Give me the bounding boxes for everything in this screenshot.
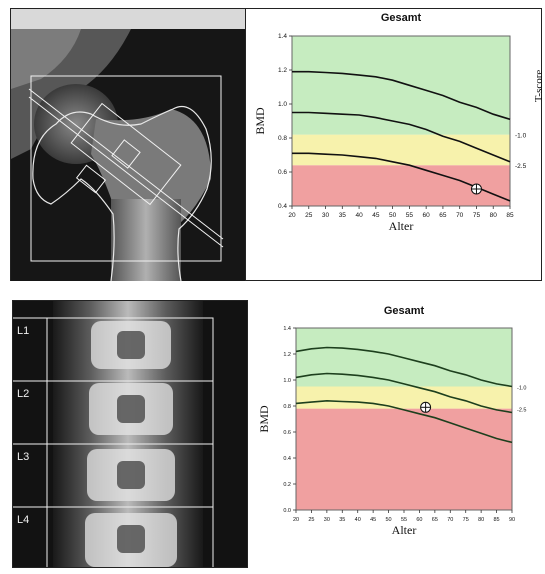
vertebra-label-l3: L3 [17,451,29,463]
x-tick-label: 20 [288,212,296,219]
spine-chart-svg: Gesamt 20 25 30 35 40 45 50 55 60 65 70 75 80 85 90 0.0 0… [257,305,526,537]
reference-curve-1 [292,111,511,163]
spine-scan-graphic: L1 L2 L3 L4 [13,301,247,567]
x-tick-label: 35 [339,517,345,523]
x-tick-label: 55 [406,212,414,219]
x-tick-label: 75 [473,212,481,219]
x-tick-label: 45 [370,517,376,523]
x-tick-label: 80 [490,212,498,219]
y-tick-label: 1.2 [283,352,291,358]
y-tick-label: 1.4 [278,33,287,40]
y-tick-label: 0.8 [278,135,287,142]
hip-chart-svg: Gesamt 20 25 30 35 40 45 50 55 60 65 70 75 80 85 0.4 0.6… [253,12,545,233]
x-tick-label: 90 [509,517,515,523]
y-tick-label: 0.6 [278,169,287,176]
chart-title: Gesamt [381,12,422,24]
x-tick-label: 60 [423,212,431,219]
hip-divider [245,9,246,281]
y-tick-label: 1.2 [278,67,287,74]
y-tick-label: 0.4 [278,203,287,210]
y-tick-label: 1.0 [278,101,287,108]
y-tick-label: 1.4 [283,326,291,332]
t-score-label: -2.5 [517,408,526,414]
reference-curve-1 [295,372,513,414]
hip-scan-graphic [11,29,245,281]
t-score-label: -2.5 [515,163,527,170]
reference-curve-0 [295,346,513,388]
x-tick-label: 20 [293,517,299,523]
x-tick-label: 40 [355,212,363,219]
x-tick-label: 40 [355,517,361,523]
x-tick-label: 50 [389,212,397,219]
reference-curve-2 [295,399,513,444]
x-tick-label: 30 [322,212,330,219]
risk-band-1 [296,386,512,409]
hip-report-panel: Gesamt 20 25 30 35 40 45 50 55 60 65 70 75 80 85 0.4 0.6… [10,8,545,281]
x-tick-label: 75 [463,517,469,523]
spine-bmd-chart: Gesamt 20 25 30 35 40 45 50 55 60 65 70 75 80 85 90 0.0 0… [254,300,542,568]
risk-band-1 [292,134,510,166]
spine-dxa-scan-image: L1 L2 L3 L4 [12,300,248,568]
y2-axis-label: T-score [533,70,542,103]
x-tick-label: 25 [305,212,313,219]
x-tick-label: 85 [494,517,500,523]
risk-band-2 [292,36,510,135]
x-tick-label: 45 [372,212,380,219]
y-tick-label: 0.8 [283,404,291,410]
y-tick-label: 0.2 [283,482,291,488]
t-score-label: -1.0 [515,133,527,140]
y-axis-label: BMD [257,405,271,433]
vertebra-label-l1: L1 [17,325,29,337]
y-tick-label: 0.6 [283,430,291,436]
x-tick-label: 55 [401,517,407,523]
x-tick-label: 35 [339,212,347,219]
x-tick-label: 50 [386,517,392,523]
y-tick-label: 0.0 [283,508,291,514]
spine-report-panel: L1 L2 L3 L4 Gesamt 20 25 30 35 40 45 50 55 60 65 70… [10,300,542,568]
x-tick-label: 80 [478,517,484,523]
reference-curve-0 [292,70,511,121]
y-tick-label: 0.4 [283,456,291,462]
x-tick-label: 60 [416,517,422,523]
x-axis-label: Alter [392,523,417,537]
vertebra-label-l4: L4 [17,514,29,526]
x-tick-label: 25 [308,517,314,523]
vertebra-label-l2: L2 [17,388,29,400]
hip-scan-header-strip [11,9,245,30]
x-tick-label: 65 [432,517,438,523]
hip-bmd-chart: Gesamt 20 25 30 35 40 45 50 55 60 65 70 75 80 85 0.4 0.6… [247,9,545,281]
chart-title: Gesamt [384,305,425,317]
x-tick-label: 70 [447,517,453,523]
y-tick-label: 1.0 [283,378,291,384]
x-tick-label: 85 [506,212,514,219]
hip-dxa-scan-image [11,29,245,281]
x-axis-label: Alter [389,219,414,233]
x-tick-label: 30 [324,517,330,523]
x-tick-label: 70 [456,212,464,219]
risk-band-0 [296,408,512,510]
plot-frame [291,35,511,207]
x-tick-label: 65 [439,212,447,219]
t-score-label: -1.0 [517,386,526,392]
y-axis-label: BMD [253,107,267,135]
